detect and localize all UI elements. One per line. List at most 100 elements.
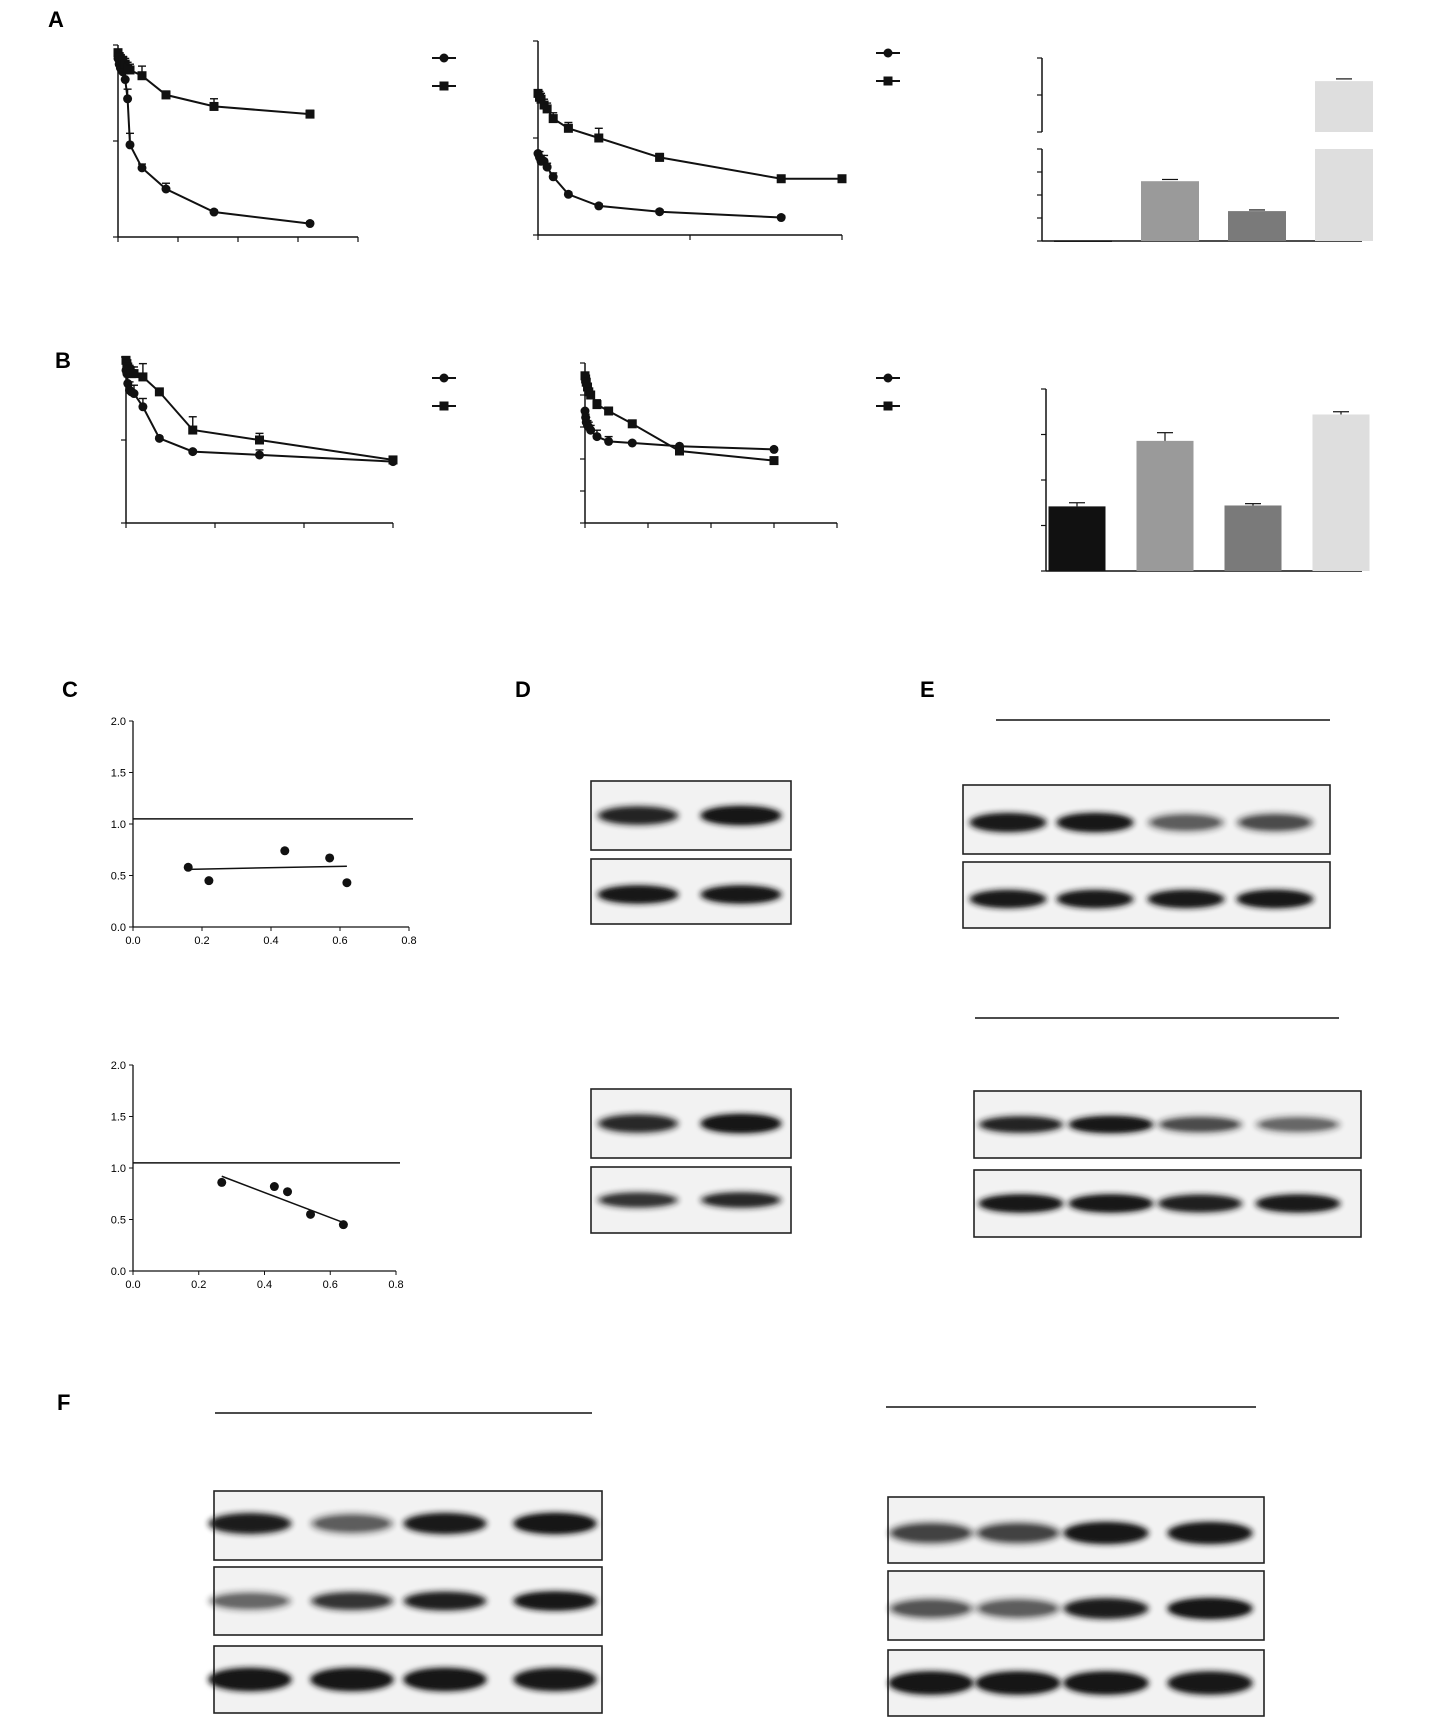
data-point [306, 1209, 316, 1219]
fit-line [221, 1175, 344, 1224]
chart-b3-ic50-chidamide [1041, 388, 1370, 572]
bar-upper-segment [1315, 81, 1373, 132]
legend-marker-square [883, 76, 893, 86]
data-point-circle [209, 207, 219, 217]
data-point-circle [655, 207, 665, 217]
blot-frame [590, 1088, 792, 1159]
data-point-square [769, 456, 779, 466]
data-point [283, 1187, 293, 1197]
data-point-square [604, 406, 614, 416]
protein-band-core [316, 1594, 388, 1608]
chart-c1-ci-caldox: 0.0 0.5 1.0 1.5 2.0 0.0 0.2 0.4 0.6 0.8 [111, 716, 417, 947]
protein-band-core [603, 888, 673, 901]
data-point [217, 1177, 227, 1187]
data-point-circle [548, 172, 558, 182]
data-point-square [542, 104, 552, 114]
fit-line [188, 865, 347, 871]
chart-b1-chidamide-cal51 [121, 355, 456, 528]
data-point-circle [592, 432, 602, 442]
data-point-square [655, 152, 665, 162]
protein-band-core [1074, 1197, 1148, 1210]
protein-band-core [409, 1516, 481, 1531]
y-tick-label: 2.0 [111, 716, 126, 728]
y-tick-label: 2.0 [111, 1060, 126, 1072]
y-tick-label: 0.5 [111, 871, 126, 883]
data-point-square [161, 90, 171, 100]
protein-band-core [1173, 1675, 1247, 1691]
y-tick-label: 1.0 [111, 1163, 126, 1175]
y-tick-label: 0.5 [111, 1215, 126, 1227]
protein-band-core [981, 1675, 1055, 1691]
y-tick-label: 1.0 [111, 819, 126, 831]
data-point-circle [305, 219, 315, 229]
protein-band-core [984, 1118, 1058, 1131]
y-tick-label: 0.0 [111, 922, 126, 934]
x-tick-label: 0.0 [125, 1279, 140, 1291]
chart-b2-chidamide-mcf7 [580, 362, 900, 528]
protein-band-core [1163, 1197, 1237, 1210]
blot-e1-hdac1-caldox-treatment [962, 719, 1331, 929]
bar-lower-segment [1315, 149, 1373, 241]
data-point [204, 876, 214, 886]
data-point-circle [120, 75, 130, 85]
data-point [338, 1220, 348, 1230]
protein-band-core [1242, 892, 1308, 906]
y-tick-label: 0.0 [111, 1266, 126, 1278]
data-point-circle [604, 436, 614, 446]
protein-band-core [519, 1671, 591, 1688]
data-point-square [594, 133, 604, 143]
protein-band-core [894, 1601, 968, 1616]
legend-marker-circle [883, 48, 893, 58]
data-point-square [627, 419, 637, 429]
blot-frame [590, 1166, 792, 1234]
data-point-square [563, 123, 573, 133]
data-point-circle [627, 438, 637, 448]
blot-frame [887, 1496, 1265, 1564]
protein-band-core [214, 1594, 286, 1608]
protein-band-core [1153, 892, 1219, 906]
chart-a1-doxorubicin-cal51 [113, 44, 456, 242]
blot-frame [590, 858, 792, 925]
protein-band-core [603, 808, 673, 823]
blot-e2-hdac1-mcf7a02-treatment [973, 1017, 1362, 1238]
data-point-square [548, 114, 558, 124]
chart-a2-doxorubicin-mcf7 [533, 40, 900, 240]
data-point [325, 853, 335, 863]
data-point-square [255, 435, 264, 445]
bar [1312, 414, 1370, 571]
bar [1228, 211, 1286, 241]
data-point-circle [161, 184, 171, 194]
protein-band-core [1069, 1601, 1143, 1616]
blot-frame [590, 780, 792, 851]
panel-letter-e: E [920, 677, 935, 702]
data-point-circle [123, 94, 133, 104]
data-point-circle [563, 189, 573, 199]
legend-marker-square [883, 401, 893, 411]
panel-letter-f: F [57, 1390, 70, 1415]
bar [1141, 181, 1199, 241]
x-tick-label: 0.0 [125, 935, 140, 947]
data-point-circle [129, 389, 139, 399]
data-point-circle [769, 444, 779, 454]
protein-band-core [1173, 1525, 1247, 1541]
protein-band-core [214, 1516, 286, 1531]
protein-band-core [1261, 1118, 1335, 1131]
protein-band-core [706, 1194, 776, 1206]
protein-band-core [603, 1116, 673, 1131]
data-point [342, 878, 352, 888]
data-point-square [776, 174, 786, 184]
data-point-square [154, 387, 164, 397]
data-point-square [592, 400, 602, 410]
protein-band-core [1242, 815, 1308, 830]
series-line [125, 360, 394, 461]
blot-d1-hdac1-cal51 [590, 780, 792, 925]
x-tick-label: 0.4 [263, 935, 278, 947]
protein-band-core [214, 1671, 286, 1688]
legend-marker-square [439, 81, 449, 91]
protein-band-core [981, 1525, 1055, 1541]
data-point-circle [255, 450, 264, 460]
bar [1048, 506, 1106, 571]
data-point-circle [776, 213, 786, 223]
data-point [280, 846, 290, 856]
